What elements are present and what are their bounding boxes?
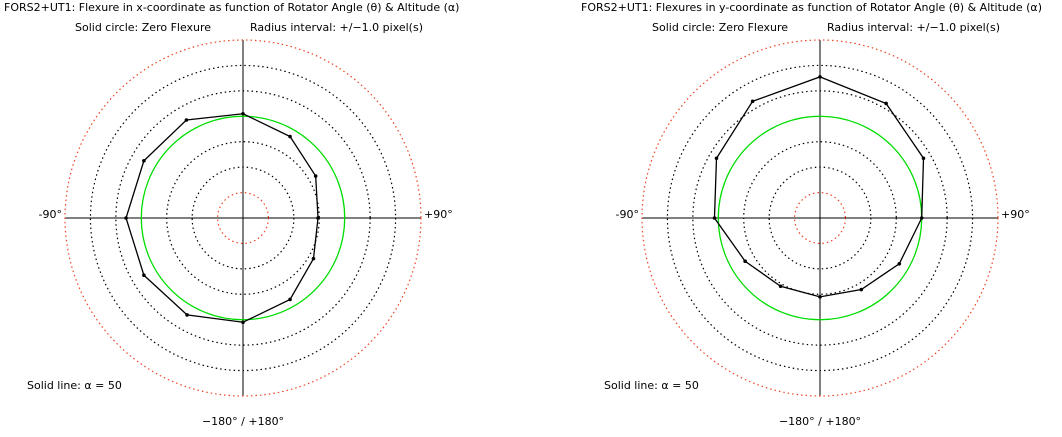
- data-point: [750, 99, 755, 104]
- data-point: [241, 320, 245, 325]
- data-point: [313, 174, 318, 178]
- axis-label: −180° / +180°: [202, 415, 284, 428]
- data-point: [316, 216, 320, 220]
- note: Solid circle: Zero Flexure: [75, 21, 211, 34]
- axis-label: -90°: [39, 208, 62, 221]
- data-point: [142, 273, 146, 278]
- data-point: [859, 287, 864, 292]
- data-point: [818, 75, 822, 79]
- grid-circle: [666, 64, 974, 372]
- data-point: [241, 111, 245, 116]
- title: FORS2+UT1: Flexures in y-coordinate as f…: [581, 1, 1042, 14]
- data-point: [778, 284, 783, 289]
- grid-circle: [768, 166, 872, 270]
- zero-circle: [140, 115, 346, 321]
- note: Radius interval: +/−1.0 pixel(s): [250, 21, 423, 34]
- data-point: [712, 216, 717, 220]
- note: Radius interval: +/−1.0 pixel(s): [827, 21, 1000, 34]
- data-point: [921, 156, 926, 161]
- grid-circle: [191, 166, 295, 270]
- grid-circle: [793, 191, 847, 245]
- axis-label: +90°: [1001, 208, 1030, 221]
- axis-label: −180° / +180°: [779, 415, 861, 428]
- grid-circle: [743, 141, 897, 295]
- grid-circle: [692, 90, 948, 346]
- data-point: [288, 134, 292, 139]
- data-point: [288, 297, 292, 302]
- grid-circle: [64, 39, 422, 397]
- data-point: [818, 295, 822, 299]
- data-point: [124, 216, 128, 220]
- data-point: [714, 156, 719, 161]
- series-line: [713, 76, 925, 298]
- axis-label: +90°: [424, 208, 453, 221]
- data-point: [897, 261, 902, 266]
- legend-label: Solid line: α = 50: [27, 379, 122, 392]
- title: FORS2+UT1: Flexure in x-coordinate as fu…: [4, 1, 459, 14]
- grid-circle: [89, 64, 397, 372]
- data-point: [142, 158, 146, 163]
- data-point: [919, 216, 924, 220]
- grid-circle: [216, 191, 270, 245]
- grid-circle: [641, 39, 999, 397]
- axis-label: -90°: [616, 208, 639, 221]
- legend-label: Solid line: α = 50: [604, 379, 699, 392]
- data-point: [184, 118, 189, 122]
- note: Solid circle: Zero Flexure: [652, 21, 788, 34]
- data-point: [884, 101, 888, 106]
- grid-circle: [115, 90, 371, 346]
- data-point: [743, 259, 747, 264]
- data-point: [311, 256, 316, 261]
- data-point: [185, 313, 189, 317]
